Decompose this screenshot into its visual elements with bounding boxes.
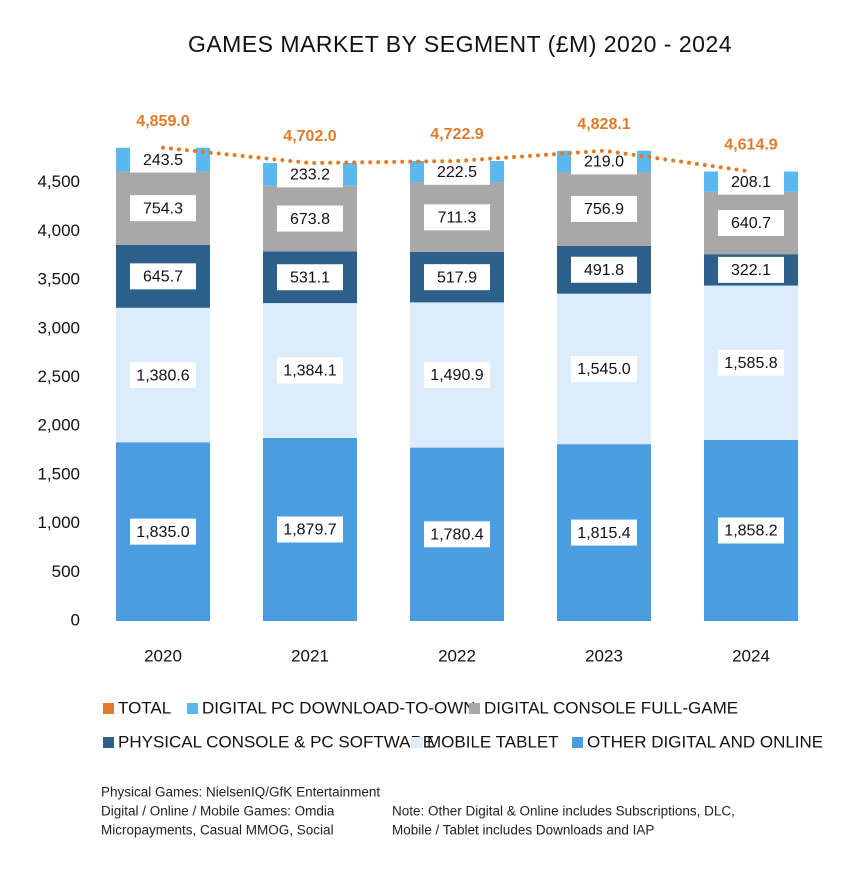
total-label: 4,722.9 [430, 126, 483, 143]
value-label-box [130, 362, 196, 389]
value-label: 233.2 [290, 167, 330, 184]
value-label: 1,585.8 [724, 355, 777, 372]
legend-swatch [103, 737, 114, 748]
y-tick-label: 3,000 [37, 318, 80, 337]
value-label: 491.8 [584, 262, 624, 279]
y-tick-label: 4,000 [37, 221, 80, 240]
y-tick-label: 1,000 [37, 513, 80, 532]
footnote: Note: Other Digital & Online includes Su… [392, 804, 735, 819]
value-label: 219.0 [584, 154, 624, 171]
value-label: 1,490.9 [430, 367, 483, 384]
source-note: Micropayments, Casual MMOG, Social [101, 823, 334, 838]
value-label-box [277, 516, 343, 543]
value-label: 1,384.1 [283, 363, 336, 380]
value-label-box [424, 361, 490, 388]
value-label-box [571, 355, 637, 382]
value-label: 322.1 [731, 262, 771, 279]
value-label: 756.9 [584, 201, 624, 218]
x-tick-label: 2024 [732, 646, 770, 665]
value-label-box [718, 209, 784, 236]
legend-swatch [187, 703, 198, 714]
legend-label: DIGITAL PC DOWNLOAD-TO-OWN [202, 698, 476, 717]
total-label: 4,702.0 [283, 128, 336, 145]
value-label: 640.7 [731, 215, 771, 232]
value-label: 531.1 [290, 269, 330, 286]
x-tick-label: 2022 [438, 646, 476, 665]
chart-title: GAMES MARKET BY SEGMENT (£M) 2020 - 2024 [188, 31, 732, 57]
value-label-box [424, 204, 490, 231]
value-label-box [130, 263, 196, 290]
y-tick-label: 500 [52, 562, 80, 581]
value-label: 222.5 [437, 164, 477, 181]
value-label-box [130, 518, 196, 545]
value-label-box [571, 195, 637, 222]
value-label-box [571, 256, 637, 283]
value-label: 1,879.7 [283, 522, 336, 539]
value-label-box [277, 161, 343, 188]
legend-label: OTHER DIGITAL AND ONLINE [587, 732, 823, 751]
value-label: 517.9 [437, 269, 477, 286]
legend-label: MOBILE TABLET [427, 732, 559, 751]
value-label: 1,545.0 [577, 361, 630, 378]
value-label-box [718, 168, 784, 195]
source-note: Digital / Online / Mobile Games: Omdia [101, 804, 335, 819]
x-tick-label: 2023 [585, 646, 623, 665]
legend-label: DIGITAL CONSOLE FULL-GAME [484, 698, 738, 717]
legend-swatch [469, 703, 480, 714]
y-tick-label: 2,000 [37, 416, 80, 435]
value-label: 1,835.0 [136, 524, 189, 541]
legend-label: PHYSICAL CONSOLE & PC SOFTWARE [118, 732, 434, 751]
total-label: 4,859.0 [136, 113, 189, 130]
total-label: 4,828.1 [577, 116, 630, 133]
total-line [161, 145, 753, 174]
value-label: 1,815.4 [577, 525, 630, 542]
legend-swatch [412, 737, 423, 748]
footnote: Mobile / Tablet includes Downloads and I… [392, 823, 654, 838]
total-label: 4,614.9 [724, 137, 777, 154]
x-tick-label: 2021 [291, 646, 329, 665]
legend-swatch [103, 703, 114, 714]
value-label-box [718, 256, 784, 283]
value-label: 754.3 [143, 200, 183, 217]
y-tick-label: 2,500 [37, 367, 80, 386]
y-tick-label: 1,500 [37, 464, 80, 483]
value-label-box [718, 517, 784, 544]
value-label-box [424, 264, 490, 291]
value-label-box [130, 195, 196, 222]
value-label: 1,858.2 [724, 523, 777, 540]
value-label: 711.3 [438, 210, 477, 227]
value-label-box [277, 205, 343, 232]
value-label-box [718, 349, 784, 376]
value-label: 1,780.4 [430, 527, 483, 544]
value-label-box [277, 264, 343, 291]
value-label-box [424, 521, 490, 548]
legend-label: TOTAL [118, 698, 171, 717]
value-label: 208.1 [731, 174, 771, 191]
value-label: 243.5 [143, 152, 183, 169]
value-label-box [424, 158, 490, 185]
value-label: 1,380.6 [136, 367, 189, 384]
y-tick-label: 4,500 [37, 172, 80, 191]
legend-swatch [572, 737, 583, 748]
value-label-box [277, 357, 343, 384]
y-tick-label: 0 [71, 610, 80, 629]
value-label: 673.8 [290, 211, 330, 228]
value-label-box [571, 519, 637, 546]
x-tick-label: 2020 [144, 646, 182, 665]
source-note: Physical Games: NielsenIQ/GfK Entertainm… [101, 785, 380, 800]
value-label: 645.7 [143, 269, 183, 286]
y-tick-label: 3,500 [37, 270, 80, 289]
